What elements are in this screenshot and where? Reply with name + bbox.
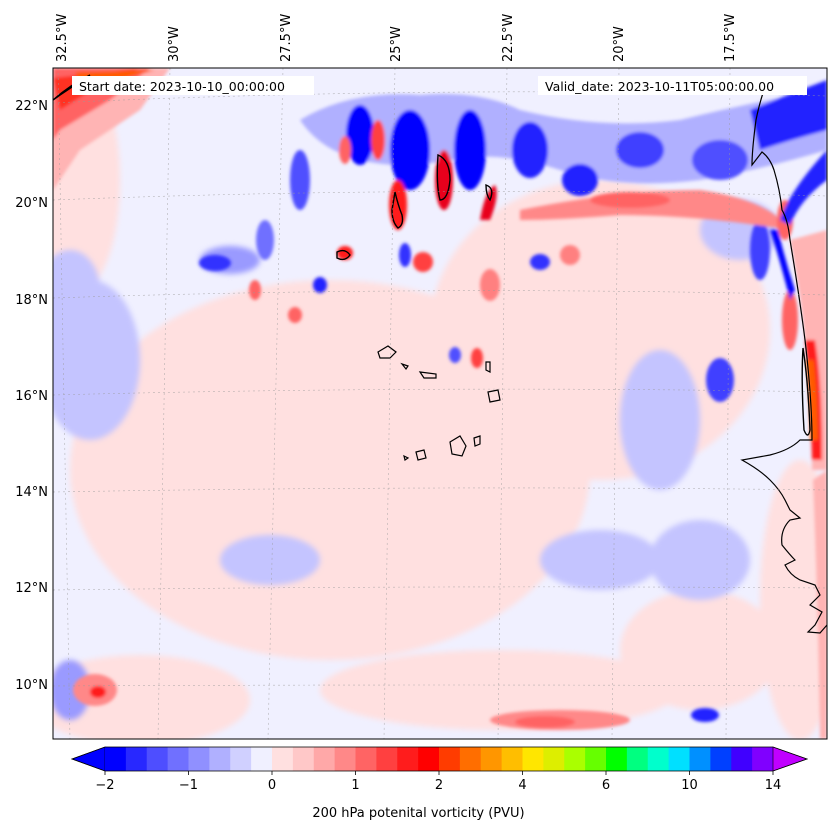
colorbar-ticks: −2 −1 0 1 2 4 6 10 14 [95,771,781,793]
colorbar-swatch [606,747,628,771]
lat-label: 10°N [15,678,48,693]
colorbar-title: 200 hPa potenital vorticity (PVU) [312,806,525,821]
colorbar [70,746,809,772]
colorbar-swatch [543,747,565,771]
colorbar-swatch [710,747,732,771]
lon-label: 27.5°W [279,14,294,62]
colorbar-tick-label: 2 [435,778,443,793]
lat-label: 18°N [15,293,48,308]
lon-label: 22.5°W [501,14,516,62]
colorbar-swatch [397,747,419,771]
colorbar-under-extend [71,746,106,772]
colorbar-swatch [230,747,252,771]
colorbar-swatch [689,747,711,771]
colorbar-swatch [439,747,461,771]
colorbar-swatch [313,747,336,771]
colorbar-swatch [105,747,127,771]
colorbar-tick-label: 0 [268,778,276,793]
lon-label: 20°W [612,26,627,62]
colorbar-swatch [376,747,398,771]
valid-date-label: Valid_date: 2023-10-11T05:00:00.00 [545,79,774,94]
colorbar-swatch [459,747,482,771]
lat-label: 20°N [15,196,48,211]
colorbar-tick-label: 4 [518,778,526,793]
cape-verde-islands [377,345,501,461]
pv-coastal-jet [770,150,827,739]
colorbar-swatch [626,747,649,771]
colorbar-swatch [272,747,294,771]
start-date-label: Start date: 2023-10-10_00:00:00 [79,79,285,94]
map-panel: Start date: 2023-10-10_00:00:00 Valid_da… [53,68,827,739]
colorbar-swatch [418,747,440,771]
colorbar-swatch [188,747,210,771]
colorbar-swatch [564,747,586,771]
latitude-labels: 22°N 20°N 18°N 16°N 14°N 12°N 10°N [15,99,48,693]
lon-label: 17.5°W [723,14,738,62]
colorbar-tick-label: 6 [602,778,610,793]
colorbar-over-extend [772,746,808,772]
colorbar-swatch [209,747,231,771]
colorbar-tick-label: −1 [179,778,198,793]
graticule [53,68,827,739]
colorbar-swatch [146,747,169,771]
colorbar-swatch [167,747,189,771]
pv-contours [53,74,811,436]
colorbar-swatch [501,747,523,771]
colorbar-swatch [251,747,273,771]
longitude-labels: 32.5°W 30°W 27.5°W 25°W 22.5°W 20°W 17.5… [55,14,738,62]
colorbar-swatch [522,747,544,771]
lat-label: 12°N [15,581,48,596]
map-frame [52,67,828,740]
colorbar-swatch [647,747,670,771]
start-date-box [72,76,314,95]
colorbar-swatch [480,747,503,771]
colorbar-tick-label: 1 [351,778,359,793]
colorbar-swatch [125,747,148,771]
lon-label: 30°W [167,26,182,62]
lon-label: 32.5°W [55,14,70,62]
colorbar-swatch [585,747,607,771]
africa-coastline [740,77,827,634]
lat-label: 14°N [15,485,48,500]
colorbar-swatch [292,747,315,771]
lon-label: 25°W [389,26,404,62]
lat-label: 16°N [15,389,48,404]
valid-date-box [538,76,807,95]
colorbar-swatch [334,747,356,771]
lat-label: 22°N [15,99,48,114]
pv-wave-train [73,80,827,730]
colorbar-swatch [752,747,774,771]
colorbar-swatch [355,747,377,771]
colorbar-tick-label: 10 [681,778,698,793]
colorbar-tick-label: 14 [765,778,782,793]
colorbar-swatch [731,747,753,771]
colorbar-swatch [668,747,690,771]
colorbar-tick-label: −2 [95,778,114,793]
